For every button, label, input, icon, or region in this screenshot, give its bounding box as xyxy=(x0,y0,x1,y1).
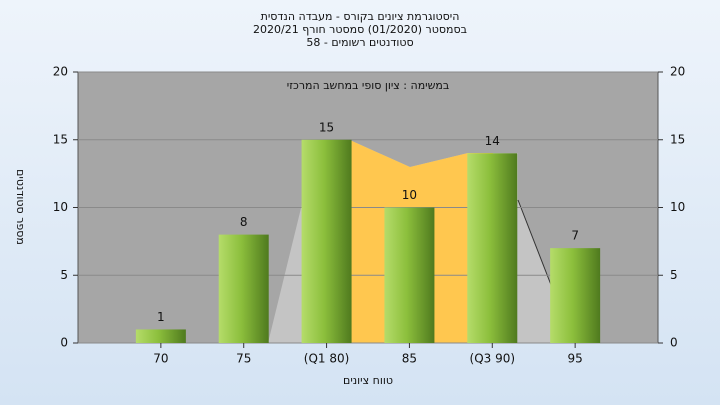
y2-tick-label: 5 xyxy=(670,268,678,282)
data-label: 7 xyxy=(571,229,579,243)
chart-subtitle: בסמסטר (01/2020) סמסטר חורף 2020/21 xyxy=(253,23,467,36)
x-tick-label: 70 xyxy=(153,352,168,366)
y2-tick-label: 20 xyxy=(670,65,685,79)
y2-tick-label: 0 xyxy=(670,336,678,350)
y-tick-label: 0 xyxy=(60,336,68,350)
data-label: 1 xyxy=(157,310,165,324)
x-tick-label: 95 xyxy=(568,352,583,366)
bars xyxy=(135,139,601,343)
bar xyxy=(384,207,435,343)
x-tick-label: (Q1 80) xyxy=(304,352,350,366)
data-label: 10 xyxy=(402,188,417,202)
x-tick-label: (Q3 90) xyxy=(470,352,516,366)
y-tick-label: 5 xyxy=(60,268,68,282)
bar xyxy=(135,329,186,343)
annotation: במשימה : ציון סופי במחשב המרכזי xyxy=(287,79,450,92)
y-tick-label: 10 xyxy=(53,200,68,214)
bar xyxy=(301,139,352,343)
bar xyxy=(550,248,601,343)
data-label: 14 xyxy=(485,134,500,148)
chart-title: היסטוגרמת ציונים בקורס - מעבדה הנדסית xyxy=(261,10,460,23)
y2-tick-label: 15 xyxy=(670,132,685,146)
chart-subtitle: סטודנטים רשומים - 58 xyxy=(306,36,413,49)
x-axis-label: טווח ציונים xyxy=(343,374,393,387)
y-axis-label: מספר סטודנטים xyxy=(14,169,27,245)
y2-tick-label: 10 xyxy=(670,200,685,214)
y-tick-label: 20 xyxy=(53,65,68,79)
bar xyxy=(218,234,269,343)
bar xyxy=(467,153,518,343)
data-label: 15 xyxy=(319,120,334,134)
data-label: 8 xyxy=(240,215,248,229)
x-tick-label: 75 xyxy=(236,352,251,366)
x-tick-label: 85 xyxy=(402,352,417,366)
y-tick-label: 15 xyxy=(53,132,68,146)
